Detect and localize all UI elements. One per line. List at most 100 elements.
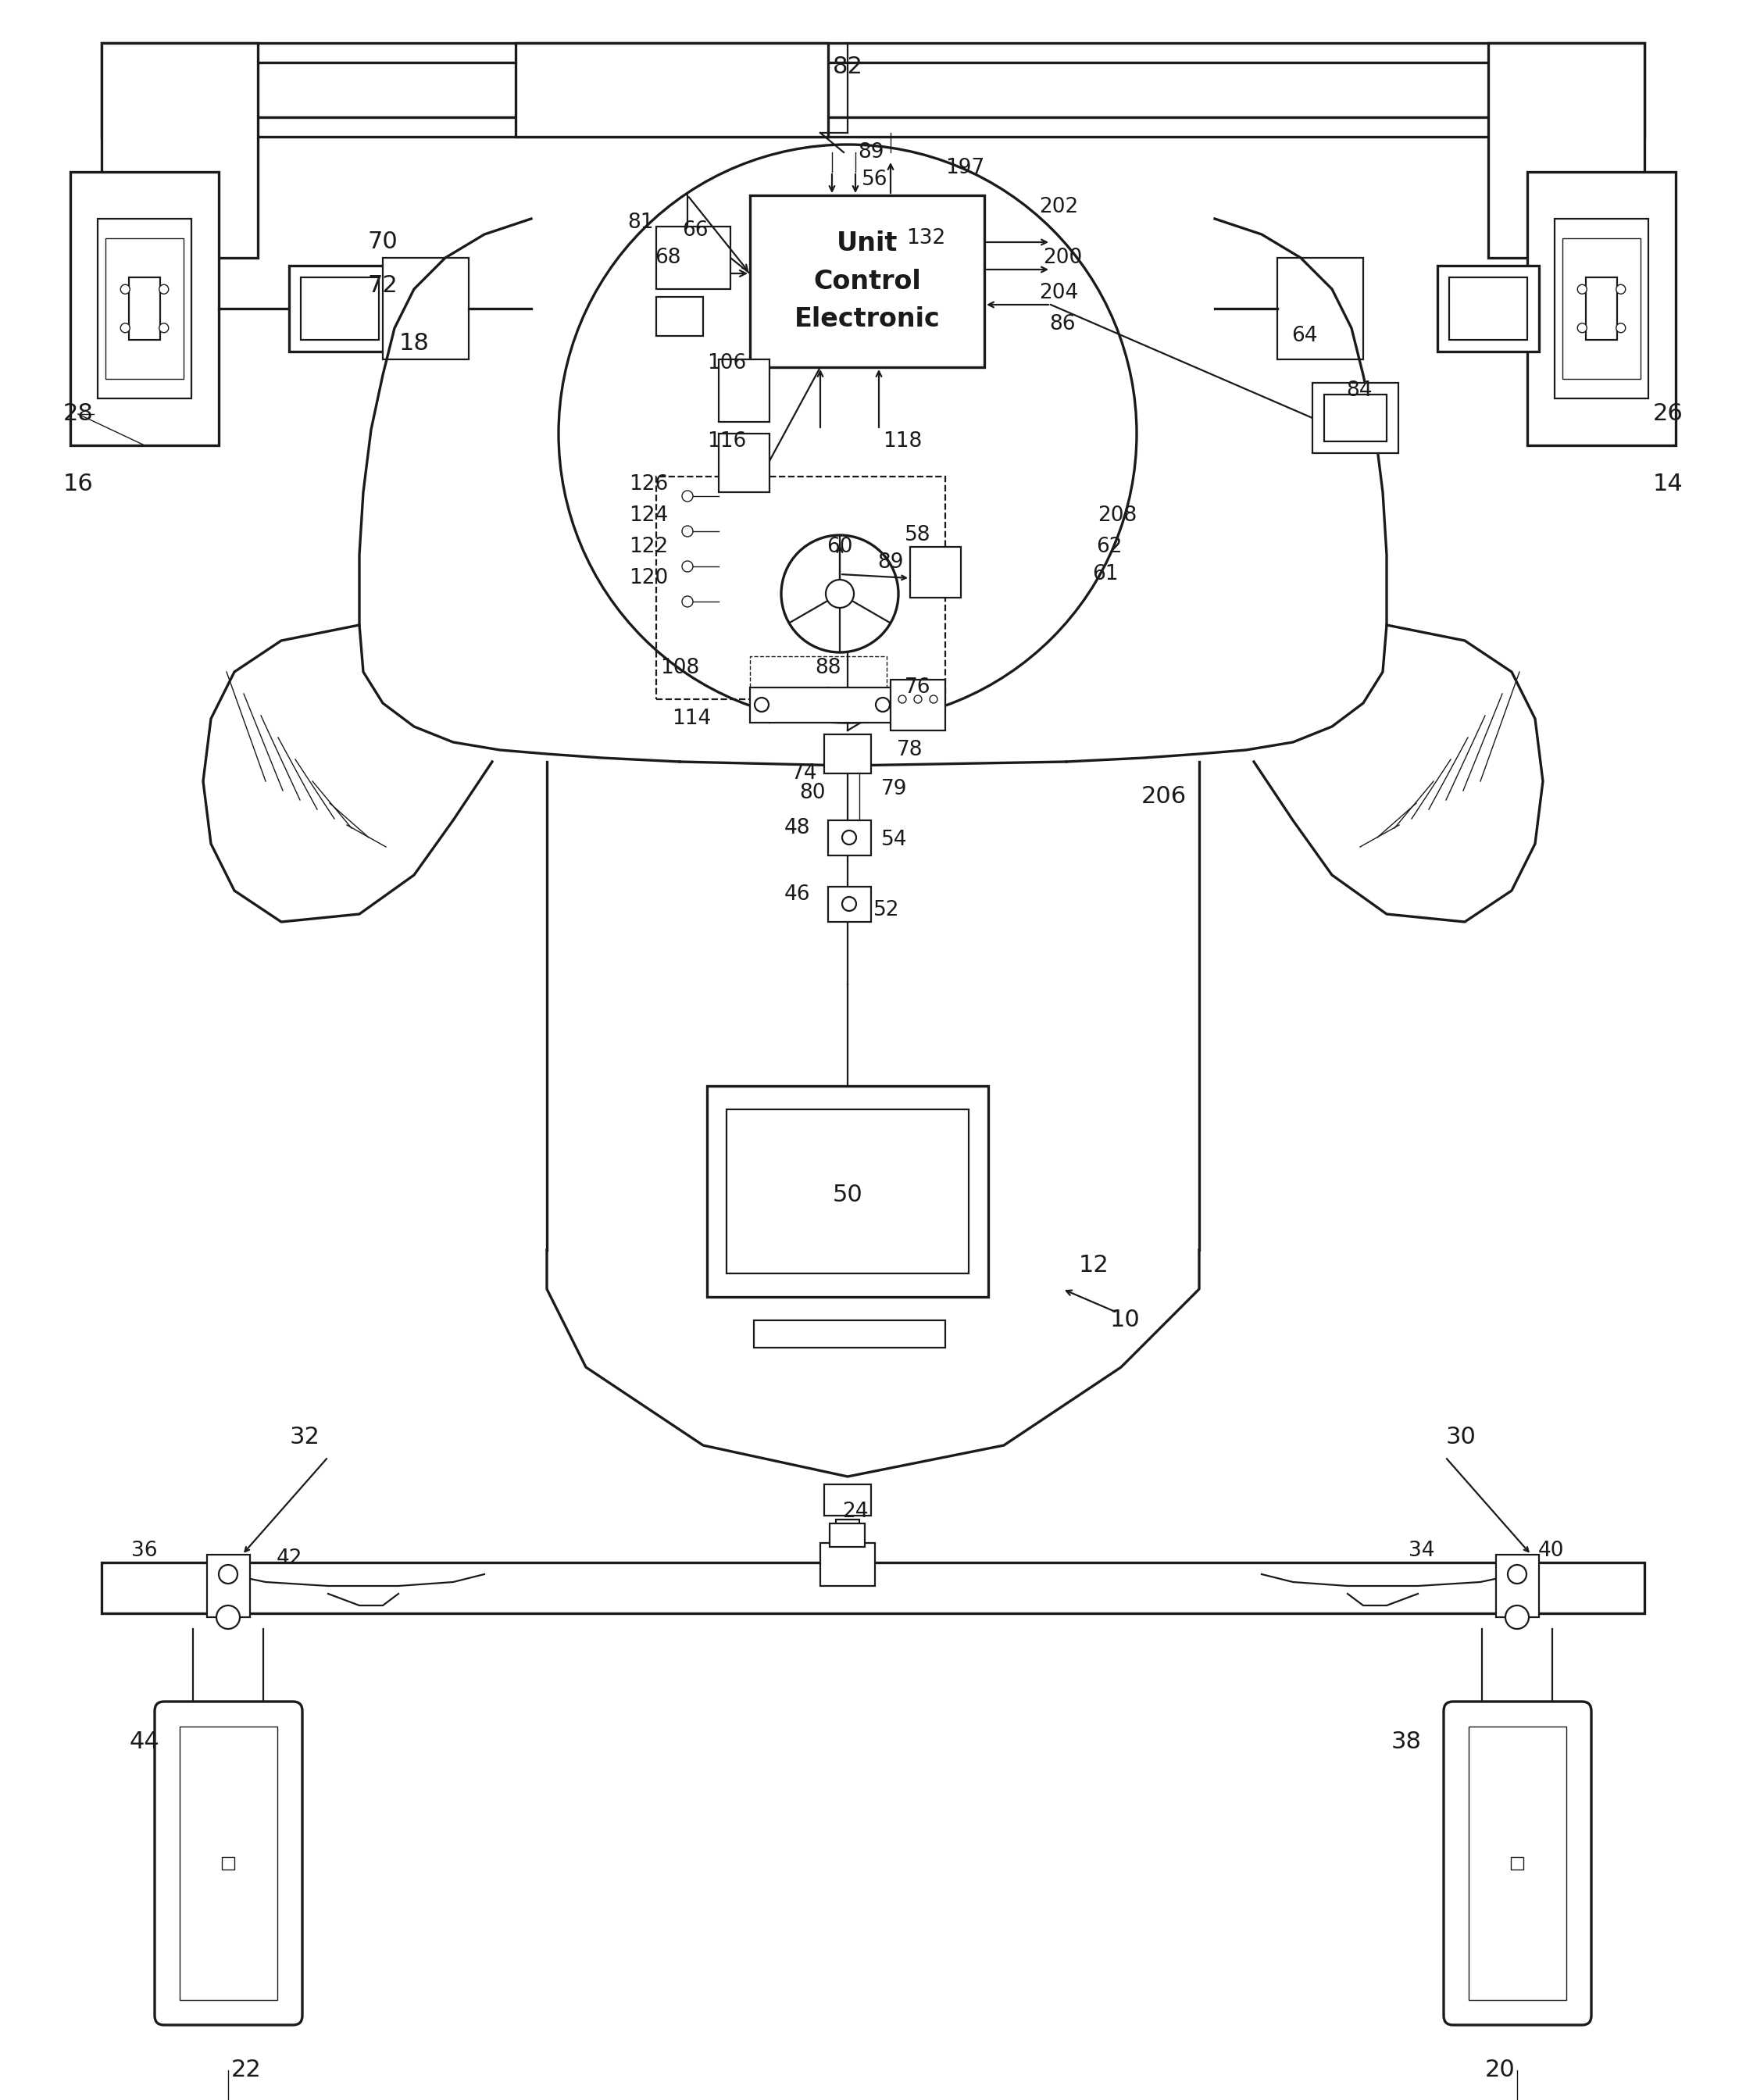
- Bar: [656, 477, 945, 699]
- Text: 208: 208: [1098, 506, 1137, 525]
- Bar: [751, 687, 899, 722]
- Bar: [243, 63, 1503, 118]
- Circle shape: [217, 1607, 239, 1630]
- Text: 50: 50: [833, 1184, 863, 1208]
- Bar: [890, 680, 945, 731]
- Circle shape: [1617, 323, 1626, 332]
- Bar: [515, 42, 828, 136]
- Text: 32: 32: [290, 1426, 320, 1449]
- Text: Electronic: Electronic: [794, 307, 939, 332]
- Text: Unit: Unit: [836, 231, 897, 256]
- Text: 42: 42: [276, 1548, 302, 1569]
- Text: 46: 46: [784, 884, 810, 905]
- Bar: [1496, 1554, 1538, 1617]
- Bar: [1510, 1856, 1523, 1869]
- Circle shape: [842, 897, 856, 911]
- Bar: [821, 1544, 875, 1586]
- Bar: [1313, 382, 1399, 454]
- Bar: [754, 1321, 945, 1348]
- FancyBboxPatch shape: [155, 1701, 302, 2024]
- Text: 70: 70: [368, 231, 398, 254]
- Text: 122: 122: [629, 538, 669, 556]
- Text: 202: 202: [1039, 197, 1079, 216]
- Text: 30: 30: [1446, 1426, 1475, 1449]
- Text: 20: 20: [1484, 2058, 1516, 2081]
- Bar: [208, 1554, 250, 1617]
- Text: 81: 81: [627, 212, 653, 233]
- Text: 76: 76: [904, 678, 931, 697]
- Circle shape: [120, 286, 129, 294]
- Text: 24: 24: [842, 1501, 868, 1522]
- Text: 62: 62: [1096, 538, 1123, 556]
- Text: 38: 38: [1392, 1730, 1421, 1754]
- Bar: [290, 265, 391, 351]
- Text: 22: 22: [230, 2058, 262, 2081]
- Bar: [180, 1726, 278, 1999]
- Circle shape: [1505, 1607, 1529, 1630]
- Bar: [707, 1086, 988, 1298]
- Text: 79: 79: [882, 779, 908, 800]
- Text: 120: 120: [629, 567, 669, 588]
- Circle shape: [913, 695, 922, 704]
- Circle shape: [218, 1564, 237, 1583]
- Bar: [1449, 277, 1528, 340]
- Bar: [300, 277, 379, 340]
- Text: 56: 56: [863, 170, 889, 189]
- Text: 28: 28: [63, 403, 93, 426]
- Text: 106: 106: [707, 353, 746, 374]
- Circle shape: [754, 697, 768, 712]
- Circle shape: [899, 695, 906, 704]
- Circle shape: [120, 323, 129, 332]
- Bar: [1278, 258, 1364, 359]
- Bar: [910, 546, 960, 598]
- Bar: [1437, 265, 1538, 351]
- Bar: [1585, 277, 1617, 340]
- Text: 126: 126: [629, 475, 669, 493]
- Circle shape: [876, 697, 890, 712]
- Circle shape: [159, 286, 169, 294]
- Text: 84: 84: [1346, 380, 1372, 401]
- Circle shape: [842, 830, 856, 844]
- Text: Control: Control: [814, 269, 920, 294]
- Bar: [824, 735, 871, 773]
- FancyBboxPatch shape: [1444, 1701, 1591, 2024]
- Bar: [656, 296, 704, 336]
- Circle shape: [826, 580, 854, 607]
- Text: 54: 54: [882, 830, 908, 851]
- Bar: [101, 1562, 1645, 1613]
- Text: 197: 197: [945, 158, 985, 178]
- Circle shape: [683, 596, 693, 607]
- Text: 78: 78: [897, 739, 924, 760]
- Circle shape: [159, 323, 169, 332]
- Circle shape: [683, 525, 693, 538]
- Bar: [824, 1485, 871, 1516]
- Text: 88: 88: [815, 657, 842, 678]
- Text: 34: 34: [1409, 1541, 1435, 1560]
- Bar: [828, 821, 871, 855]
- Bar: [719, 359, 770, 422]
- Bar: [836, 1520, 859, 1539]
- Text: 14: 14: [1653, 473, 1683, 496]
- Text: 206: 206: [1142, 785, 1187, 809]
- Text: 74: 74: [791, 762, 817, 783]
- Bar: [1563, 237, 1641, 378]
- Bar: [1468, 1726, 1566, 1999]
- Bar: [726, 1109, 969, 1273]
- Text: 44: 44: [129, 1730, 159, 1754]
- Text: 12: 12: [1079, 1254, 1109, 1277]
- Text: 116: 116: [707, 430, 746, 451]
- Text: 200: 200: [1042, 248, 1083, 269]
- Bar: [751, 195, 985, 368]
- Bar: [101, 42, 258, 258]
- Text: 86: 86: [1049, 315, 1076, 334]
- Bar: [1528, 172, 1676, 445]
- Text: 36: 36: [131, 1541, 157, 1560]
- Text: 52: 52: [873, 901, 899, 920]
- Text: 89: 89: [857, 143, 883, 162]
- Bar: [1323, 395, 1386, 441]
- Text: 89: 89: [878, 552, 904, 573]
- Circle shape: [1617, 286, 1626, 294]
- Text: 48: 48: [784, 819, 810, 838]
- Text: 58: 58: [904, 525, 931, 546]
- Bar: [70, 172, 218, 445]
